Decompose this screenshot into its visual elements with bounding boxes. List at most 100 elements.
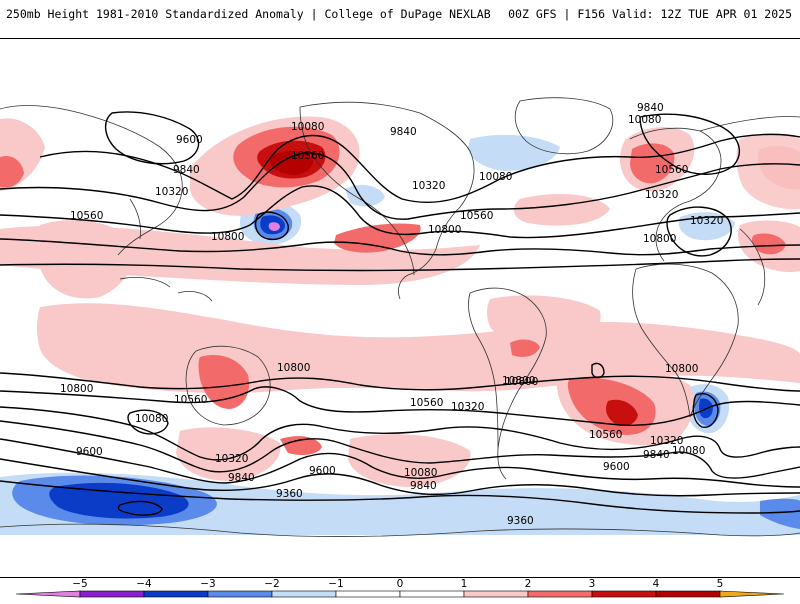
antarctica-coast bbox=[0, 523, 800, 538]
south-atlantic-neg1 bbox=[560, 504, 700, 527]
contour-10560-south bbox=[0, 386, 800, 426]
asia-pos2 bbox=[0, 155, 24, 188]
contour-label: 10320 bbox=[690, 215, 723, 227]
colorbar-tick-label: 4 bbox=[653, 578, 660, 590]
colorbar-swatch bbox=[79, 590, 145, 598]
contour-label: 10320 bbox=[650, 435, 683, 447]
coastlines bbox=[0, 97, 800, 538]
contour-label: 10080 bbox=[291, 121, 324, 133]
contour-label: 10800 bbox=[502, 375, 535, 387]
colorbar-tick-label: −4 bbox=[136, 578, 152, 590]
contour-10080-north bbox=[0, 152, 800, 220]
contour-9840-south bbox=[0, 438, 800, 488]
contour-10560-north bbox=[0, 238, 800, 256]
model-run-valid-time: 00Z GFS | F156 Valid: 12Z TUE APR 01 202… bbox=[508, 7, 792, 21]
contour-label: 9840 bbox=[173, 164, 200, 176]
contour-label: 10560 bbox=[460, 210, 493, 222]
south-indian-pos3 bbox=[606, 399, 638, 426]
north-america-neg1 bbox=[468, 134, 560, 171]
contour-9360-low bbox=[117, 500, 163, 516]
contour-label: 10560 bbox=[410, 397, 443, 409]
contour-label: 9840 bbox=[410, 480, 437, 492]
colorbar-tick-label: −5 bbox=[72, 578, 87, 590]
contour-9840-europe bbox=[639, 113, 741, 175]
japan-coast bbox=[129, 198, 141, 240]
contour-label: 10800 bbox=[277, 362, 310, 374]
south-america-coast bbox=[468, 287, 547, 480]
indonesia-coast bbox=[119, 277, 213, 302]
colorbar-tick-label: −2 bbox=[264, 578, 279, 590]
colorbar-swatch bbox=[207, 590, 273, 598]
india-pos2 bbox=[751, 233, 786, 255]
contour-label: 10560 bbox=[655, 164, 688, 176]
colorbar-tick-label: 2 bbox=[525, 578, 532, 590]
colorbar-swatch bbox=[719, 590, 785, 598]
contour-label: 10320 bbox=[215, 453, 248, 465]
contour-label: 9600 bbox=[603, 461, 630, 473]
europe-pos2 bbox=[630, 143, 675, 184]
contour-label: 9840 bbox=[637, 102, 664, 114]
southern-ocean-pos1a bbox=[176, 427, 281, 481]
chart-header: 250mb Height 1981-2010 Standardized Anom… bbox=[0, 0, 800, 38]
north-pacific-neg5 bbox=[268, 222, 280, 231]
contour-label: 10080 bbox=[479, 171, 512, 183]
colorbar-swatch bbox=[399, 590, 465, 598]
contour-label: 9840 bbox=[228, 472, 255, 484]
contour-label: 10080 bbox=[672, 445, 705, 457]
contour-label: 10320 bbox=[412, 180, 445, 192]
contour-9600-south bbox=[0, 458, 800, 497]
contour-10320-europe bbox=[666, 206, 732, 257]
contour-10080-south bbox=[0, 420, 800, 479]
contour-10080-pacific bbox=[127, 409, 169, 435]
contour-label: 10800 bbox=[505, 376, 538, 388]
europe-coast bbox=[629, 127, 722, 262]
colorbar-tick-label: −1 bbox=[328, 578, 343, 590]
south-pacific-neg3 bbox=[49, 482, 189, 519]
colorbar-legend: −5 −4 −3 −2 −1 0 1 2 3 4 5 bbox=[0, 578, 800, 600]
contour-label: 10080 bbox=[135, 413, 168, 425]
southern-ocean-pos1b bbox=[348, 434, 471, 487]
alaska-pos4 bbox=[270, 151, 314, 175]
contour-10320-north bbox=[0, 185, 800, 239]
contour-10320-south bbox=[0, 406, 800, 461]
far-right-neg2 bbox=[760, 498, 800, 529]
contour-label: 10560 bbox=[291, 150, 324, 162]
south-america-pos1 bbox=[487, 295, 601, 348]
contour-labels: 10080 10560 9600 9840 10320 10560 10800 … bbox=[60, 102, 723, 527]
contour-9840-north bbox=[39, 133, 800, 203]
contour-label: 9600 bbox=[309, 465, 336, 477]
contour-label: 9840 bbox=[390, 126, 417, 138]
colorbar-swatch bbox=[335, 590, 401, 598]
contour-label: 10080 bbox=[628, 114, 661, 126]
contour-label: 10800 bbox=[211, 231, 244, 243]
central-pacific-pos2 bbox=[334, 223, 421, 253]
australia-coast bbox=[185, 345, 271, 426]
colorbar-tick-label: 3 bbox=[589, 578, 596, 590]
contour-label: 9600 bbox=[176, 134, 203, 146]
asia-coast bbox=[0, 105, 800, 256]
map-canvas: 10080 10560 9600 9840 10320 10560 10800 … bbox=[0, 97, 800, 538]
colorbar-tick-label: −3 bbox=[200, 578, 215, 590]
colorbar-swatch bbox=[15, 590, 81, 598]
colorbar-tick-label: 5 bbox=[717, 578, 724, 590]
contour-pacific-low bbox=[254, 211, 289, 241]
brazil-pos2 bbox=[510, 339, 540, 357]
africa-coast bbox=[632, 263, 739, 418]
australia-pos2 bbox=[198, 355, 250, 409]
contour-label: 10320 bbox=[451, 401, 484, 413]
north-america-coast bbox=[299, 101, 475, 300]
contour-label: 9360 bbox=[276, 488, 303, 500]
contour-label: 9360 bbox=[507, 515, 534, 527]
height-contours bbox=[0, 111, 800, 516]
contour-9360-south bbox=[0, 480, 800, 514]
india-coast bbox=[739, 228, 766, 306]
colorbar-swatch bbox=[591, 590, 657, 598]
greenland-coast bbox=[514, 97, 614, 155]
canada-neg1 bbox=[345, 184, 385, 207]
contour-label: 10080 bbox=[404, 467, 437, 479]
colorbar-tick-labels: −5 −4 −3 −2 −1 0 1 2 3 4 5 bbox=[72, 578, 723, 590]
contour-9600-north bbox=[105, 111, 200, 165]
anomaly-map[interactable]: 10080 10560 9600 9840 10320 10560 10800 … bbox=[0, 38, 800, 578]
colorbar-svg: −5 −4 −3 −2 −1 0 1 2 3 4 5 bbox=[15, 578, 785, 598]
contour-africa-low bbox=[692, 393, 719, 428]
